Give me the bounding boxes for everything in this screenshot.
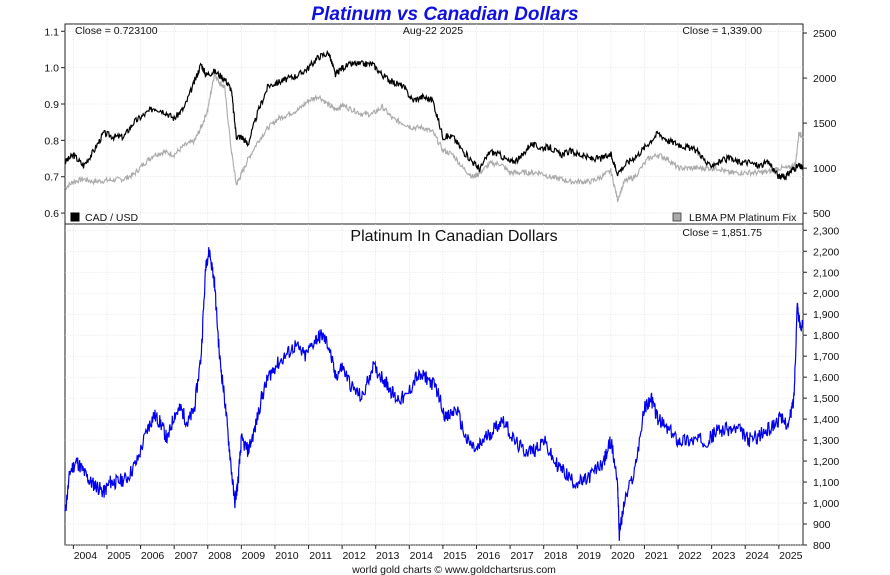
lower-tick-label: 1,400 xyxy=(813,414,839,426)
x-tick-label: 2012 xyxy=(342,550,366,562)
x-tick-label: 2023 xyxy=(712,550,736,562)
x-tick-label: 2020 xyxy=(611,550,635,562)
upper-grid xyxy=(65,24,803,224)
left-tick-label: 0.7 xyxy=(44,172,59,184)
x-tick-label: 2005 xyxy=(107,550,131,562)
right-tick-label: 2500 xyxy=(813,28,837,40)
lower-tick-label: 1,600 xyxy=(813,372,839,384)
legend-platinum-usd-swatch xyxy=(672,212,682,222)
left-tick-label: 1.1 xyxy=(44,26,59,38)
lower-tick-label: 1,700 xyxy=(813,351,839,363)
lower-tick-label: 1,000 xyxy=(813,498,839,510)
legend-platinum-usd-label: LBMA PM Platinum Fix xyxy=(689,212,797,224)
left-tick-label: 0.6 xyxy=(44,208,59,220)
upper-panel: 0.6 0.7 0.8 0.9 1.0 1.1 500 1000 1500 2000 2500 C… xyxy=(44,23,837,225)
x-tick-label: 2008 xyxy=(208,550,232,562)
upper-panel-frame xyxy=(64,23,804,225)
lower-tick-label: 1,100 xyxy=(813,477,839,489)
left-tick-label: 0.8 xyxy=(44,135,59,147)
lower-tick-label: 2,200 xyxy=(813,246,839,258)
x-tick-label: 2024 xyxy=(746,550,770,562)
right-tick-label: 1000 xyxy=(813,163,837,175)
right-tick-label: 2000 xyxy=(813,73,837,85)
upper-right-axis: 500 1000 1500 2000 2500 xyxy=(803,28,837,220)
x-tick-label: 2015 xyxy=(443,550,467,562)
x-axis: 2004 2005 2006 2007 2008 2009 2010 2011 2012 2013… xyxy=(72,545,803,562)
lower-grid xyxy=(65,224,803,546)
credit-text: world gold charts © www.goldchartsrus.co… xyxy=(351,564,556,575)
x-tick-label: 2007 xyxy=(174,550,198,562)
lower-panel: 800 900 1,000 1,100 1,200 1,300 1,400 1,500 1,60… xyxy=(64,223,839,552)
lower-tick-label: 1,300 xyxy=(813,435,839,447)
left-tick-label: 0.9 xyxy=(44,99,59,111)
lower-panel-frame xyxy=(64,223,804,546)
left-tick-label: 1.0 xyxy=(44,63,59,75)
lower-tick-label: 2,000 xyxy=(813,288,839,300)
lower-right-axis: 800 900 1,000 1,100 1,200 1,300 1,400 1,500 1,60… xyxy=(803,225,839,552)
lower-tick-label: 1,500 xyxy=(813,393,839,405)
lower-tick-label: 1,900 xyxy=(813,309,839,321)
x-tick-label: 2022 xyxy=(678,550,702,562)
upper-close-right: Close = 1,339.00 xyxy=(682,25,762,37)
cad-usd-series-line xyxy=(64,49,804,181)
x-tick-label: 2025 xyxy=(779,550,803,562)
platinum-cad-series-line xyxy=(64,247,804,541)
legend-cad-usd-label: CAD / USD xyxy=(85,212,139,224)
x-tick-label: 2019 xyxy=(578,550,602,562)
legend-cad-usd-swatch xyxy=(70,212,80,222)
x-tick-label: 2009 xyxy=(242,550,266,562)
lower-panel-title: Platinum In Canadian Dollars xyxy=(350,228,557,245)
upper-close-left: Close = 0.723100 xyxy=(75,25,158,37)
x-tick-label: 2018 xyxy=(544,550,568,562)
lower-tick-label: 1,800 xyxy=(813,330,839,342)
x-tick-label: 2014 xyxy=(410,550,434,562)
lower-close-label: Close = 1,851.75 xyxy=(682,227,762,239)
chart-title: Platinum vs Canadian Dollars xyxy=(311,4,578,25)
platinum-usd-series-line xyxy=(64,73,804,203)
x-tick-label: 2006 xyxy=(141,550,165,562)
x-tick-label: 2013 xyxy=(376,550,400,562)
x-tick-label: 2011 xyxy=(309,550,332,562)
x-tick-label: 2016 xyxy=(477,550,501,562)
x-tick-label: 2004 xyxy=(74,550,98,562)
lower-tick-label: 900 xyxy=(813,519,831,531)
x-tick-label: 2010 xyxy=(275,550,299,562)
right-tick-label: 500 xyxy=(813,208,831,220)
x-tick-label: 2017 xyxy=(510,550,534,562)
upper-left-axis: 0.6 0.7 0.8 0.9 1.0 1.1 xyxy=(44,26,65,220)
lower-tick-label: 1,200 xyxy=(813,456,839,468)
right-tick-label: 1500 xyxy=(813,118,837,130)
x-tick-label: 2021 xyxy=(645,550,669,562)
lower-tick-label: 2,100 xyxy=(813,267,839,279)
lower-tick-label: 800 xyxy=(813,540,831,552)
chart-date: Aug-22 2025 xyxy=(403,25,463,37)
lower-tick-label: 2,300 xyxy=(813,225,839,237)
